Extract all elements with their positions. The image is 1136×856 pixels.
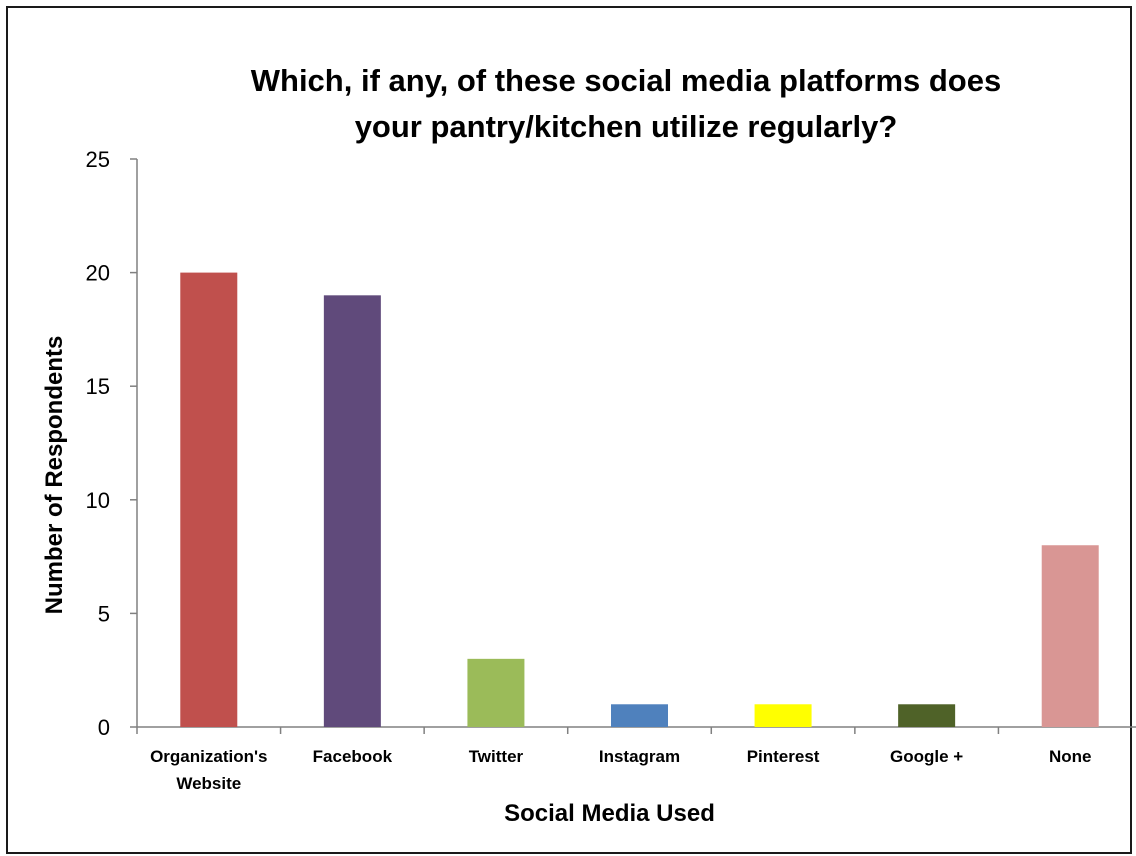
x-tick-label: None — [1049, 747, 1092, 766]
y-tick-label: 5 — [98, 601, 110, 626]
y-axis-title: Number of Respondents — [41, 336, 68, 615]
x-tick-label: Google + — [890, 747, 963, 766]
x-tick-label: Twitter — [469, 747, 524, 766]
x-axis-title: Social Media Used — [504, 800, 715, 827]
x-tick-label: Instagram — [599, 747, 680, 766]
bar — [1041, 545, 1099, 727]
chart-title-line-1: Which, if any, of these social media pla… — [250, 63, 1002, 98]
bars — [180, 272, 1099, 727]
y-tick-label: 25 — [86, 147, 110, 172]
bar — [611, 704, 668, 727]
y-tick-label: 0 — [98, 715, 110, 740]
bar — [467, 658, 525, 727]
y-tick-label: 15 — [86, 374, 110, 399]
x-tick-label: Pinterest — [747, 747, 820, 766]
x-axis: Organization's Website Facebook Twitter Inst… — [136, 726, 1136, 793]
bar — [180, 272, 238, 727]
chart-title-line-2: your pantry/kitchen utilize regularly? — [354, 109, 898, 144]
bar — [898, 704, 956, 727]
y-tick-label: 10 — [86, 488, 110, 513]
bar — [323, 295, 381, 727]
y-axis: 0 5 10 15 20 25 — [86, 147, 138, 740]
y-tick-label: 20 — [86, 261, 110, 286]
x-tick-label: Organization's Website — [150, 747, 267, 793]
bar — [754, 704, 812, 727]
chart-title: Which, if any, of these social media pla… — [0, 58, 1136, 150]
x-tick-label: Facebook — [313, 747, 393, 766]
